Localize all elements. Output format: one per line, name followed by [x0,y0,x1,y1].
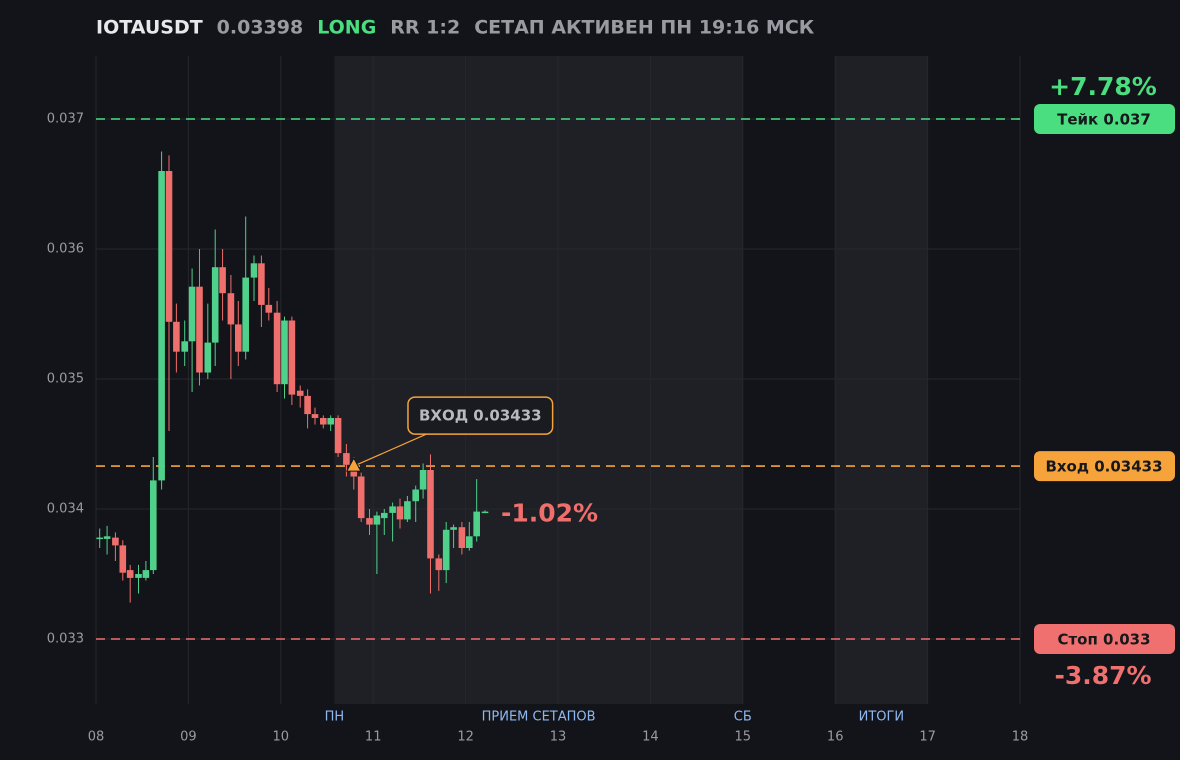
level-badge [1034,104,1175,134]
candle-body [389,506,396,513]
current-change: -1.02% [501,499,598,528]
candle-body [273,312,281,385]
candle-body [427,470,434,559]
session-label: ПРИЕМ СЕТАПОВ [482,710,596,725]
candle-body [103,536,111,539]
x-tick-label: 10 [273,730,290,745]
candle-body [296,390,304,396]
candle-body [373,515,381,525]
header-side: LONG [317,17,376,39]
session-band [334,56,743,704]
level-badge [1034,451,1175,482]
candle-body [265,304,273,313]
candle-body [250,263,258,278]
plot-layer [96,118,1020,640]
level-badge [1034,624,1175,654]
entry-marker [345,457,362,472]
candle-body [288,320,296,395]
session-band [835,56,928,704]
candle-body [465,536,473,548]
candle-body [450,527,457,530]
candle-body [149,480,157,571]
candle-body [458,527,466,548]
candle-body [473,511,480,537]
candle-body [112,537,119,546]
candle-body [158,171,165,481]
candle-body [311,414,319,418]
x-tick-label: 12 [457,730,474,745]
y-tick-label: 0.036 [47,242,84,257]
candle-body [380,512,388,519]
candle-body [234,324,242,352]
candle-body [242,277,249,352]
entry-callout-label: ВХОД 0.03433 [419,407,542,425]
candle-body [404,501,411,520]
candle-body [435,558,443,571]
entry-connector [353,432,430,467]
candle-body [96,537,103,540]
candle-body [126,570,134,578]
candle-body [419,470,427,490]
candle-body [481,511,489,514]
candle-body [281,320,288,385]
x-tick-label: 15 [735,730,752,745]
level-change: -3.87% [1054,661,1151,690]
candle-body [196,286,203,373]
candle-body [227,293,235,325]
overlay-layer: ПРИЕМ СЕТАПОВ ИТОГИ ПН СБ 08 09 10 11 12 13 14 15 16… [47,72,1175,745]
candle-body [211,267,219,343]
x-tick-label: 16 [827,730,844,745]
candle-body [165,171,173,322]
candle-body [334,418,342,454]
x-tick-label: 11 [365,730,382,745]
day-marker-label: ПН [325,710,345,725]
level-label: Стоп 0.033 [1057,631,1150,649]
candle-body [219,267,226,294]
header-status: СЕТАП АКТИВЕН ПН 19:16 МСК [474,17,815,39]
header-price: 0.03398 [217,17,304,39]
candle-body [343,453,350,465]
x-tick-label: 18 [1012,730,1029,745]
level-change: +7.78% [1049,72,1157,101]
candle-body [396,506,404,520]
candle-body [357,476,365,519]
entry-callout [407,396,554,435]
candle-body [258,263,265,305]
candle-body [320,418,327,425]
session-label: ИТОГИ [859,710,905,725]
x-tick-label: 17 [919,730,936,745]
candle-body [204,342,212,373]
candle-body [173,321,180,352]
x-tick-label: 14 [642,730,659,745]
level-label: Вход 0.03433 [1045,458,1162,476]
header-rr: RR 1:2 [390,17,460,39]
background-layer [95,56,1021,704]
candle-body [135,574,142,578]
symbol: IOTAUSDT [96,17,203,39]
day-marker-label: СБ [734,710,752,725]
level-label: Тейк 0.037 [1057,111,1151,129]
x-tick-label: 13 [550,730,567,745]
candle-body [188,286,196,342]
candle-body [119,545,127,573]
y-tick-label: 0.034 [47,502,84,517]
x-tick-label: 09 [180,730,197,745]
candle-body [304,395,311,415]
x-tick-label: 08 [88,730,105,745]
y-tick-label: 0.037 [47,112,84,127]
candle-body [366,518,373,525]
candle-body [442,529,450,571]
candle-body [142,570,150,578]
y-tick-label: 0.033 [47,632,84,647]
candle-body [327,418,334,425]
y-tick-label: 0.035 [47,372,84,387]
candle-body [412,489,420,502]
candle-body [181,341,189,352]
